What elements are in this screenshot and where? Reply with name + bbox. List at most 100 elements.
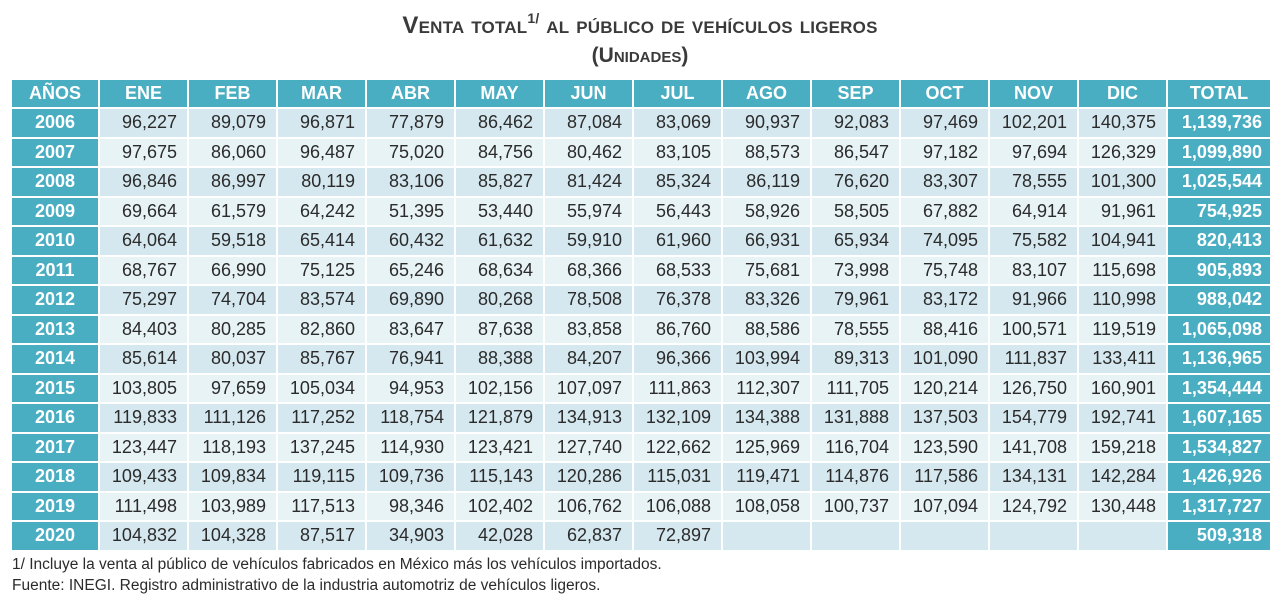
month-cell: 85,767: [278, 345, 365, 373]
month-cell: 121,879: [456, 404, 543, 432]
month-cell: 104,328: [189, 522, 276, 550]
month-cell: 83,107: [990, 256, 1077, 284]
month-cell: 123,447: [100, 433, 187, 461]
month-cell: 75,125: [278, 256, 365, 284]
month-cell: 87,517: [278, 522, 365, 550]
year-cell: 2006: [12, 109, 98, 137]
month-cell: 117,252: [278, 404, 365, 432]
table-row: 2015 103,805 97,659 105,034 94,953 102,156 107…: [12, 374, 1270, 402]
month-cell: 102,201: [990, 109, 1077, 137]
year-cell: 2020: [12, 522, 98, 550]
month-cell: 83,172: [901, 286, 988, 314]
month-cell: 77,879: [367, 109, 454, 137]
month-cell: 94,953: [367, 374, 454, 402]
month-cell: 101,300: [1079, 168, 1166, 196]
month-cell: 86,060: [189, 138, 276, 166]
month-cell: 59,910: [545, 227, 632, 255]
month-cell: 104,941: [1079, 227, 1166, 255]
month-cell: 118,754: [367, 404, 454, 432]
month-cell: 106,088: [634, 492, 721, 520]
month-cell: 98,346: [367, 492, 454, 520]
month-cell: 100,571: [990, 315, 1077, 343]
month-cell: 72,897: [634, 522, 721, 550]
table-row: 2020 104,832 104,328 87,517 34,903 42,028 62,8…: [12, 522, 1270, 550]
month-cell: 109,834: [189, 463, 276, 491]
month-cell: 55,974: [545, 197, 632, 225]
table-row: 2009 69,664 61,579 64,242 51,395 53,440 55,974…: [12, 197, 1270, 225]
month-cell: 73,998: [812, 256, 899, 284]
month-cell: 75,297: [100, 286, 187, 314]
month-cell: 75,582: [990, 227, 1077, 255]
month-cell: [812, 522, 899, 550]
month-cell: 96,846: [100, 168, 187, 196]
month-cell: 59,518: [189, 227, 276, 255]
month-cell: 61,632: [456, 227, 543, 255]
month-cell: 80,268: [456, 286, 543, 314]
column-header: NOV: [990, 80, 1077, 107]
month-cell: 86,760: [634, 315, 721, 343]
total-cell: 1,139,736: [1168, 109, 1270, 137]
month-cell: 86,119: [723, 168, 810, 196]
month-cell: 51,395: [367, 197, 454, 225]
month-cell: 137,503: [901, 404, 988, 432]
month-cell: 65,934: [812, 227, 899, 255]
month-cell: 83,326: [723, 286, 810, 314]
month-cell: 97,182: [901, 138, 988, 166]
total-cell: 1,607,165: [1168, 404, 1270, 432]
month-cell: 88,416: [901, 315, 988, 343]
year-cell: 2012: [12, 286, 98, 314]
table-row: 2008 96,846 86,997 80,119 83,106 85,827 81,424…: [12, 168, 1270, 196]
month-cell: 84,756: [456, 138, 543, 166]
month-cell: 103,805: [100, 374, 187, 402]
total-cell: 1,136,965: [1168, 345, 1270, 373]
month-cell: 97,469: [901, 109, 988, 137]
month-cell: 102,156: [456, 374, 543, 402]
month-cell: [901, 522, 988, 550]
month-cell: 141,708: [990, 433, 1077, 461]
month-cell: 75,020: [367, 138, 454, 166]
month-cell: 134,388: [723, 404, 810, 432]
year-cell: 2015: [12, 374, 98, 402]
month-cell: 116,704: [812, 433, 899, 461]
table-row: 2010 64,064 59,518 65,414 60,432 61,632 59,910…: [12, 227, 1270, 255]
total-cell: 1,534,827: [1168, 433, 1270, 461]
month-cell: 87,084: [545, 109, 632, 137]
month-cell: 76,620: [812, 168, 899, 196]
month-cell: 105,034: [278, 374, 365, 402]
column-header: AÑOS: [12, 80, 98, 107]
month-cell: 133,411: [1079, 345, 1166, 373]
month-cell: 86,997: [189, 168, 276, 196]
month-cell: 64,242: [278, 197, 365, 225]
month-cell: 75,748: [901, 256, 988, 284]
table-subtitle: (Unidades): [591, 44, 689, 67]
year-cell: 2018: [12, 463, 98, 491]
month-cell: 88,573: [723, 138, 810, 166]
month-cell: 103,994: [723, 345, 810, 373]
month-cell: 61,960: [634, 227, 721, 255]
year-cell: 2019: [12, 492, 98, 520]
month-cell: 34,903: [367, 522, 454, 550]
month-cell: 115,031: [634, 463, 721, 491]
month-cell: 80,285: [189, 315, 276, 343]
month-cell: 74,095: [901, 227, 988, 255]
title-rest: al público de vehículos ligeros: [539, 12, 878, 39]
month-cell: 66,990: [189, 256, 276, 284]
month-cell: 68,767: [100, 256, 187, 284]
month-cell: 91,966: [990, 286, 1077, 314]
month-cell: 81,424: [545, 168, 632, 196]
month-cell: 78,555: [812, 315, 899, 343]
month-cell: 126,329: [1079, 138, 1166, 166]
month-cell: 42,028: [456, 522, 543, 550]
month-cell: 110,998: [1079, 286, 1166, 314]
month-cell: 109,433: [100, 463, 187, 491]
month-cell: 123,590: [901, 433, 988, 461]
month-cell: 103,989: [189, 492, 276, 520]
month-cell: 137,245: [278, 433, 365, 461]
month-cell: 83,574: [278, 286, 365, 314]
column-header: OCT: [901, 80, 988, 107]
month-cell: 134,913: [545, 404, 632, 432]
column-header: DIC: [1079, 80, 1166, 107]
month-cell: 115,698: [1079, 256, 1166, 284]
month-cell: 84,403: [100, 315, 187, 343]
title-main: Venta total: [402, 12, 528, 39]
